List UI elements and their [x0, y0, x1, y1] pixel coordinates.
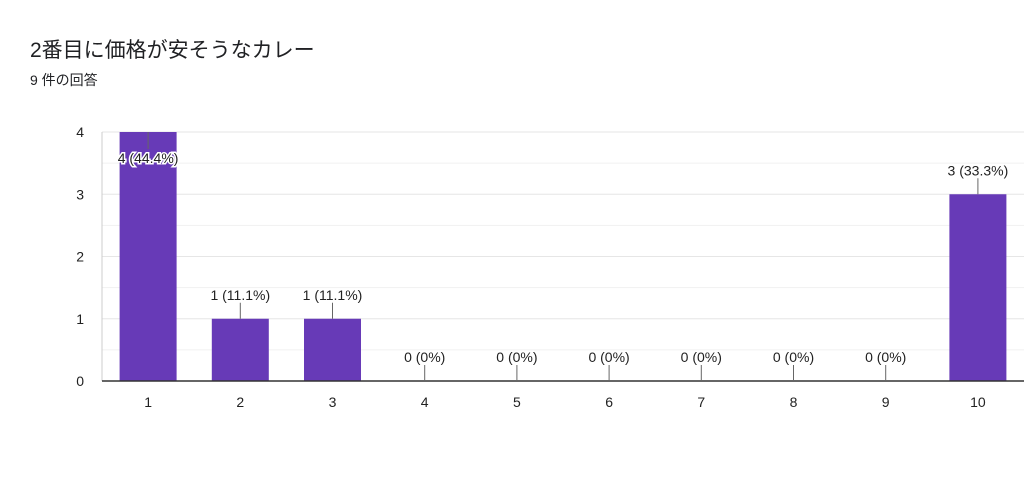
data-label: 0 (0%) [865, 349, 906, 365]
data-label: 1 (11.1%) [210, 287, 270, 303]
data-label: 0 (0%) [588, 349, 629, 365]
x-tick-label: 5 [513, 394, 521, 410]
x-tick-label: 3 [329, 394, 337, 410]
data-label: 4 (44.4%) [118, 150, 179, 166]
x-tick-label: 10 [970, 394, 986, 410]
x-tick-label: 9 [882, 394, 890, 410]
data-label: 0 (0%) [496, 349, 537, 365]
y-tick-label: 4 [76, 124, 84, 140]
x-tick-label: 1 [144, 394, 152, 410]
data-label: 0 (0%) [773, 349, 814, 365]
y-tick-label: 3 [76, 186, 84, 202]
x-tick-label: 2 [236, 394, 244, 410]
data-label: 1 (11.1%) [303, 287, 363, 303]
x-tick-label: 4 [421, 394, 429, 410]
bar [211, 318, 269, 381]
y-tick-label: 2 [76, 249, 84, 265]
bar [304, 318, 361, 381]
data-label: 0 (0%) [404, 349, 445, 365]
data-label: 0 (0%) [681, 349, 722, 365]
data-label: 3 (33.3%) [948, 162, 1009, 178]
y-tick-label: 1 [76, 311, 84, 327]
x-tick-label: 8 [790, 394, 798, 410]
chart-title: 2番目に価格が安そうなカレー [30, 39, 315, 62]
x-tick-label: 6 [605, 394, 613, 410]
y-tick-label: 0 [76, 373, 84, 389]
response-count: 9 件の回答 [30, 72, 98, 88]
bar [949, 194, 1007, 381]
x-tick-label: 7 [697, 394, 705, 410]
bar [119, 132, 177, 381]
